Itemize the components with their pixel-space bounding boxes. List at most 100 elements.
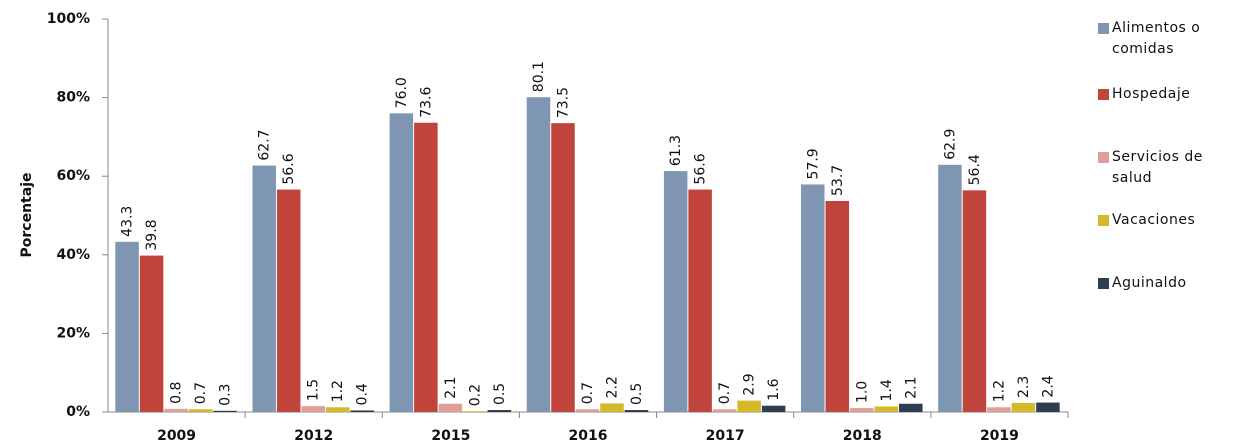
value-label: 43.3: [120, 206, 136, 237]
legend-item: Servicios de salud: [1098, 147, 1242, 189]
value-label: 0.4: [355, 383, 371, 405]
value-label: 62.9: [942, 129, 958, 160]
value-label: 56.6: [281, 153, 297, 184]
legend-item: Vacaciones: [1098, 210, 1242, 231]
bar: [389, 113, 414, 412]
value-label: 61.3: [668, 135, 684, 166]
bar: [115, 241, 139, 412]
value-label: 2.1: [443, 376, 459, 398]
bar: [188, 409, 213, 412]
y-tick-label: 20%: [56, 325, 90, 341]
value-label: 0.7: [580, 382, 596, 404]
bar: [962, 190, 987, 412]
legend-label: Alimentos o comidas: [1112, 20, 1201, 57]
value-label: 0.7: [717, 382, 733, 404]
y-tick-label: 0%: [66, 404, 90, 420]
x-tick-label: 2016: [569, 428, 608, 444]
bar: [624, 410, 649, 412]
bar: [463, 411, 487, 412]
y-tick-label: 100%: [47, 11, 90, 27]
value-label: 73.6: [418, 86, 434, 117]
x-tick-label: 2017: [706, 428, 745, 444]
value-label: 53.7: [830, 165, 846, 196]
bar: [164, 408, 188, 412]
legend-swatch: [1098, 89, 1109, 100]
value-label: 1.0: [854, 381, 870, 403]
legend-label: Servicios de salud: [1112, 149, 1203, 186]
value-label: 2.1: [903, 376, 919, 398]
bar: [1036, 402, 1060, 412]
legend-label: Aguinaldo: [1112, 275, 1187, 291]
bar: [276, 189, 301, 412]
value-label: 76.0: [394, 77, 410, 108]
bar: [850, 408, 874, 412]
value-label: 56.4: [967, 154, 983, 185]
x-tick-label: 2019: [980, 428, 1019, 444]
bar: [487, 410, 512, 412]
x-tick-label: 2015: [431, 428, 470, 444]
bar: [712, 409, 737, 412]
value-label: 80.1: [531, 61, 547, 92]
value-label: 73.5: [556, 87, 572, 118]
legend-item: Aguinaldo: [1098, 273, 1242, 294]
value-label: 0.5: [629, 383, 645, 405]
bar: [825, 200, 850, 412]
value-label: 0.7: [193, 382, 209, 404]
bar: [551, 123, 575, 413]
bar: [688, 189, 712, 412]
value-label: 62.7: [257, 129, 273, 160]
y-axis-label: Porcentaje: [19, 173, 35, 258]
value-label: 57.9: [805, 148, 821, 179]
legend-label: Vacaciones: [1112, 212, 1196, 228]
bar: [213, 410, 237, 412]
legend-swatch: [1098, 152, 1109, 163]
value-label: 39.8: [144, 219, 160, 250]
bar: [1011, 402, 1036, 412]
value-label: 0.5: [492, 383, 508, 405]
bar: [325, 407, 350, 412]
bar: [899, 403, 923, 412]
bar: [874, 406, 899, 412]
legend-label: Hospedaje: [1112, 86, 1191, 102]
value-label: 0.3: [218, 384, 234, 406]
x-tick-label: 2018: [843, 428, 882, 444]
value-label: 1.2: [991, 380, 1007, 402]
value-label: 1.2: [330, 380, 346, 402]
bar: [600, 403, 624, 412]
value-label: 1.5: [306, 379, 322, 401]
bar: [139, 255, 164, 412]
y-tick-label: 80%: [56, 90, 90, 106]
x-tick-label: 2009: [157, 428, 196, 444]
legend-swatch: [1098, 278, 1109, 289]
bar: [663, 171, 688, 412]
bar: [938, 164, 962, 412]
bar: [252, 165, 276, 412]
bar: [438, 403, 463, 412]
y-tick-label: 60%: [56, 168, 90, 184]
bar: [350, 410, 374, 412]
value-label: 2.2: [605, 376, 621, 398]
legend-item: Hospedaje: [1098, 84, 1242, 105]
bar: [987, 407, 1011, 412]
value-label: 0.8: [169, 382, 185, 404]
x-tick-label: 2012: [294, 428, 333, 444]
value-label: 2.3: [1016, 376, 1032, 398]
value-label: 2.9: [742, 373, 758, 395]
value-label: 0.2: [467, 384, 483, 406]
value-label: 56.6: [693, 153, 709, 184]
bar: [761, 405, 786, 412]
value-label: 1.4: [879, 379, 895, 401]
bar: [526, 97, 551, 412]
bar: [301, 406, 325, 412]
bar: [414, 122, 438, 412]
bar: [801, 184, 825, 412]
value-label: 2.4: [1040, 375, 1056, 397]
legend-swatch: [1098, 23, 1109, 34]
value-label: 1.6: [766, 378, 782, 400]
bar: [575, 409, 600, 412]
bar: [737, 400, 761, 412]
legend-item: Alimentos o comidas: [1098, 18, 1242, 60]
legend-swatch: [1098, 215, 1109, 226]
